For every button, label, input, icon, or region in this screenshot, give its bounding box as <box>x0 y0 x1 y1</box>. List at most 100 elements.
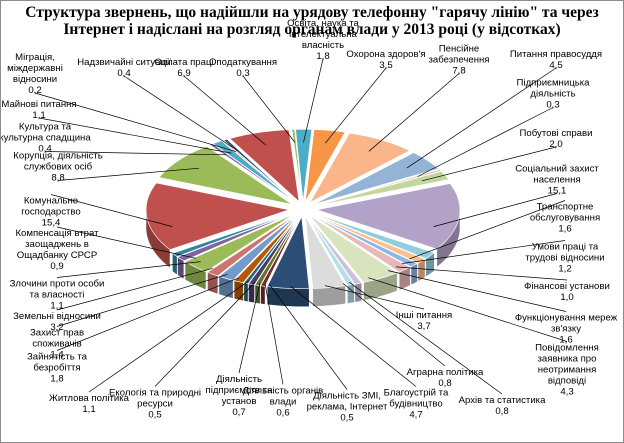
data-label: Архів та статистика 0,8 <box>459 395 547 417</box>
data-label: Інші питання 3,7 <box>396 310 452 332</box>
pie-slice <box>315 183 461 250</box>
data-label: Аграрна політика 0,8 <box>407 367 484 389</box>
pie-slice <box>307 216 363 285</box>
leader-line <box>38 117 232 154</box>
data-label: Питання правосуддя 4,5 <box>510 49 602 71</box>
pie-slice <box>295 128 313 202</box>
pie-slice <box>223 138 297 203</box>
data-label: Злочини проти особи та власності 1,1 <box>10 279 105 312</box>
leader-line <box>395 266 568 281</box>
leader-lines <box>34 58 568 395</box>
pie-slice <box>176 213 293 262</box>
leader-line <box>56 261 201 278</box>
leader-line <box>433 193 558 227</box>
leader-line <box>56 267 213 311</box>
leader-line <box>417 107 554 177</box>
data-label: Пенсійне забезпечення 7,8 <box>429 44 490 77</box>
slice-side <box>260 285 266 305</box>
pie-slice <box>313 152 439 205</box>
pie-slice <box>315 170 450 207</box>
data-label: Побутові справи 2,0 <box>520 128 593 150</box>
pie-slice <box>212 140 296 203</box>
pie-slice <box>314 213 435 259</box>
leader-line <box>57 167 200 181</box>
leader-line <box>34 92 236 152</box>
data-label: Оплата праці 6,9 <box>154 57 213 79</box>
data-label: Підприємницька діяльність 0,3 <box>517 78 591 111</box>
pie-slice <box>254 216 300 287</box>
slice-side <box>312 285 346 307</box>
pie-slice <box>158 146 293 205</box>
leader-line <box>123 75 239 152</box>
leader-line <box>183 75 266 146</box>
data-label: Діяльність підприємств та установ 0,7 <box>206 374 274 418</box>
data-label: Функціонування мереж зв'язку 1,6 <box>515 313 618 346</box>
pie-slice <box>229 129 300 203</box>
leader-line <box>154 281 256 387</box>
leader-line <box>349 282 503 395</box>
data-label: Соціальний захист населення 15,1 <box>515 164 599 197</box>
leader-line <box>88 280 250 393</box>
leader-line <box>388 270 567 312</box>
pie-tops <box>145 128 461 289</box>
pie-slice <box>312 214 419 268</box>
pie-slice <box>309 215 398 283</box>
slice-side <box>248 283 255 304</box>
data-label: Надзвичайні ситуації 0,4 <box>77 57 171 79</box>
data-label: Зайнятість та безробіття 1,8 <box>27 352 88 385</box>
data-label: Земельні відносини 3,2 <box>13 311 101 333</box>
leader-line <box>264 283 284 385</box>
pie-slice <box>305 216 347 289</box>
data-label: Освіта, наука та інтелектуальна власність 1… <box>287 18 359 62</box>
pie-slice <box>313 213 426 264</box>
pie-slice <box>233 215 298 284</box>
pie-slice <box>248 216 299 286</box>
pie-slice <box>145 182 291 250</box>
data-label: Діяльність ЗМІ, реклама, Інтернет 0,5 <box>307 391 388 424</box>
leader-line <box>402 240 566 264</box>
data-label: Фінансові установи 1,0 <box>524 281 610 303</box>
leader-line <box>342 283 446 367</box>
chart-title-line-1: Структура звернень, що надійшли на урядо… <box>25 4 599 21</box>
leader-line <box>324 285 425 310</box>
data-label: Благоустрій та будівництво 4,7 <box>384 388 449 421</box>
leader-line <box>303 58 324 143</box>
data-label: Культура та культурна спадщина 0,4 <box>1 122 91 155</box>
data-label: Оподаткування 0,3 <box>209 57 277 79</box>
data-label: Транспортне обслуговування 1,6 <box>530 202 600 235</box>
data-label: Майнові питання 1,1 <box>1 99 76 121</box>
leader-line <box>368 277 568 342</box>
data-label: Умови праці та трудові відносини 1,2 <box>525 242 604 275</box>
data-label: Повідомлення заявника про неотримання відпо… <box>535 343 599 398</box>
slice-side <box>243 282 249 302</box>
data-label: Компенсація втрат заощаджень в Ощадбанку С… <box>15 228 99 272</box>
data-label: Корупція, діяльність службових осіб 8,8 <box>13 151 102 184</box>
leader-line <box>44 151 227 156</box>
pie-slice <box>305 129 346 202</box>
data-labels: Освіта, наука та інтелектуальна власність 1… <box>1 18 618 424</box>
leader-line <box>325 67 387 144</box>
pie-slice <box>260 216 300 287</box>
data-label: Комунальне господарство 15,4 <box>21 196 81 229</box>
leader-line <box>242 75 296 143</box>
leader-line <box>56 277 239 351</box>
data-label: Діяльність органів влади 0,6 <box>243 386 324 419</box>
pie-slice <box>291 129 303 202</box>
leader-line <box>238 282 261 374</box>
leader-line <box>56 226 196 259</box>
data-label: Житлова політика 1,1 <box>49 393 130 415</box>
leader-line <box>409 200 566 260</box>
data-label: Міграція, міждержавні відносини 0,2 <box>7 52 63 96</box>
data-label: Охорона здоров'я 3,5 <box>346 49 425 71</box>
slice-side <box>410 263 418 286</box>
leader-line <box>406 67 557 169</box>
slice-side <box>347 284 355 304</box>
chart-title-line-2: Інтернет і надіслані на розгляд органам … <box>63 21 561 38</box>
pie-slice <box>307 216 355 286</box>
pie-slice <box>311 214 411 273</box>
chart-title: Структура звернень, що надійшли на урядо… <box>1 4 623 38</box>
slice-side <box>234 280 244 301</box>
leader-line <box>269 284 348 390</box>
